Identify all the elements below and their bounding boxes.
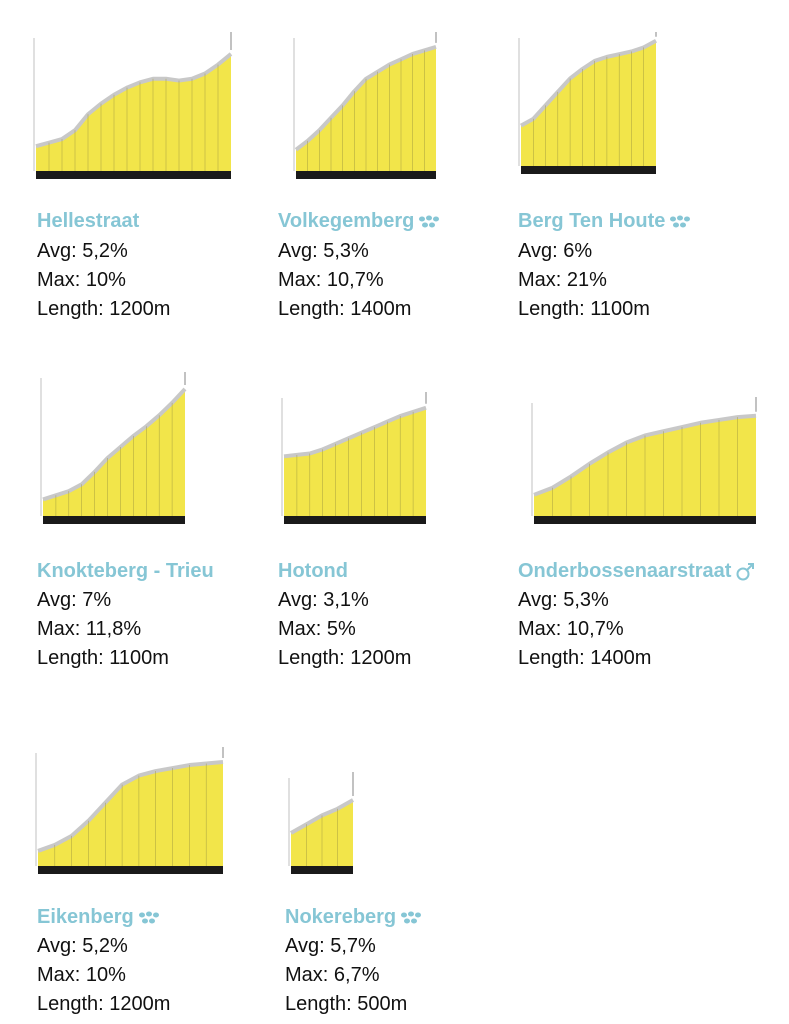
cobble (152, 912, 159, 918)
cobble (408, 911, 415, 917)
cobbles-icon (419, 215, 440, 228)
profile (531, 397, 757, 524)
length: Length: 1400m (278, 298, 412, 320)
climb-name-text: Nokereberg (285, 906, 397, 928)
avg: Avg: 6% (518, 240, 593, 262)
cobbles-icon (670, 215, 691, 228)
climb-name: Volkegemberg (278, 210, 440, 233)
distance-strip (534, 516, 756, 524)
max: Max: 10% (37, 269, 126, 291)
max: Max: 10,7% (518, 618, 624, 640)
profile-area (38, 762, 223, 866)
profile-area (284, 407, 426, 516)
profile (33, 32, 233, 179)
cobble (141, 918, 148, 924)
climb-name: Hellestraat (37, 210, 140, 232)
climb-name: Eikenberg (37, 906, 160, 929)
climb-name: Knokteberg - Trieu (37, 560, 214, 582)
climb-name-text: Onderbossenaarstraat (518, 560, 732, 582)
profile-top (42, 387, 187, 502)
distance-strip (38, 866, 223, 874)
avg: Avg: 7% (37, 589, 112, 611)
climb-name: Onderbossenaarstraat (518, 560, 755, 583)
cobble (684, 216, 691, 222)
avg: Avg: 5,3% (518, 589, 609, 611)
profile-area (36, 53, 231, 171)
cobble (411, 918, 418, 924)
length: Length: 500m (285, 993, 408, 1015)
distance-strip (284, 516, 426, 524)
avg: Avg: 5,2% (37, 240, 128, 262)
profile-top (520, 38, 657, 128)
cobble (419, 216, 426, 222)
max: Max: 21% (518, 269, 607, 291)
length: Length: 1200m (37, 993, 171, 1015)
climb-name-text: Volkegemberg (278, 210, 415, 232)
avg: Avg: 5,3% (278, 240, 369, 262)
climb-name-text: Eikenberg (37, 906, 134, 928)
cobble (422, 222, 429, 228)
cobble (426, 215, 433, 221)
max: Max: 5% (278, 618, 356, 640)
profile (518, 32, 657, 174)
profile (281, 392, 427, 524)
distance-strip (36, 171, 231, 179)
avg: Avg: 5,2% (37, 935, 128, 957)
max: Max: 10,7% (278, 269, 384, 291)
cobbles-icon (401, 911, 422, 924)
cobble (404, 918, 411, 924)
length: Length: 1200m (37, 298, 171, 320)
avg: Avg: 3,1% (278, 589, 369, 611)
distance-strip (521, 166, 656, 174)
length: Length: 1100m (518, 298, 650, 320)
cobble (138, 912, 145, 918)
cobble (145, 911, 152, 917)
max: Max: 6,7% (285, 964, 380, 986)
profile (293, 32, 437, 179)
length: Length: 1200m (278, 647, 412, 669)
cobble (433, 216, 440, 222)
profile (40, 372, 187, 524)
cobble (429, 222, 436, 228)
cobble (673, 222, 680, 228)
distance-strip (296, 171, 436, 179)
cobble (148, 918, 155, 924)
mars-icon (736, 562, 755, 581)
distance-strip (291, 866, 353, 874)
climb-name-text: Berg Ten Houte (518, 210, 666, 232)
climb-name: Nokereberg (285, 906, 422, 929)
profile-top (37, 760, 224, 853)
profile-area (521, 40, 656, 167)
cobbles-icon (138, 911, 159, 924)
cobble (401, 912, 408, 918)
max: Max: 11,8% (37, 618, 142, 640)
climb-name: Hotond (278, 560, 348, 582)
distance-strip (43, 516, 185, 524)
cobble (677, 215, 684, 221)
max: Max: 10% (37, 964, 126, 986)
profile (35, 747, 224, 874)
profile-top (283, 405, 427, 459)
avg: Avg: 5,7% (285, 935, 376, 957)
climb-name: Berg Ten Houte (518, 210, 691, 233)
cobble (415, 912, 422, 918)
cobble (680, 222, 687, 228)
cobble (670, 216, 677, 222)
profile-top (35, 52, 233, 149)
length: Length: 1400m (518, 647, 652, 669)
length: Length: 1100m (37, 647, 169, 669)
profile (288, 772, 354, 874)
